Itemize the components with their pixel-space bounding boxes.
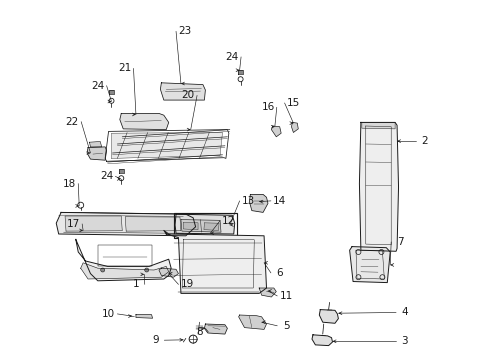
- Text: 6: 6: [276, 268, 283, 278]
- Polygon shape: [204, 324, 227, 334]
- Text: 13: 13: [241, 196, 255, 206]
- Text: 16: 16: [261, 102, 274, 112]
- Circle shape: [144, 268, 148, 272]
- Text: 8: 8: [196, 327, 203, 337]
- Text: 18: 18: [62, 179, 76, 189]
- Polygon shape: [125, 217, 181, 231]
- Polygon shape: [111, 132, 222, 158]
- Text: 24: 24: [100, 171, 113, 181]
- Polygon shape: [249, 194, 267, 212]
- Text: 9: 9: [152, 335, 159, 345]
- Text: 24: 24: [91, 81, 104, 91]
- Polygon shape: [56, 212, 195, 236]
- Polygon shape: [349, 247, 389, 283]
- Text: 5: 5: [282, 321, 289, 331]
- Circle shape: [101, 268, 104, 272]
- Text: 19: 19: [180, 279, 194, 289]
- Text: 7: 7: [396, 237, 403, 247]
- Polygon shape: [181, 220, 221, 232]
- Polygon shape: [238, 70, 243, 74]
- Text: 23: 23: [178, 26, 191, 36]
- Polygon shape: [89, 141, 102, 147]
- Text: 15: 15: [286, 98, 300, 108]
- Polygon shape: [136, 315, 152, 318]
- Text: 24: 24: [225, 52, 239, 62]
- Polygon shape: [65, 216, 122, 231]
- Text: 20: 20: [182, 90, 194, 100]
- Text: 21: 21: [118, 63, 131, 73]
- Polygon shape: [359, 122, 398, 251]
- Polygon shape: [163, 230, 266, 293]
- Polygon shape: [87, 147, 106, 160]
- Polygon shape: [238, 315, 266, 329]
- Polygon shape: [271, 126, 281, 137]
- Polygon shape: [319, 310, 338, 323]
- Polygon shape: [160, 83, 205, 100]
- Bar: [173, 213, 237, 238]
- Polygon shape: [291, 122, 298, 132]
- Text: 12: 12: [222, 216, 235, 226]
- Polygon shape: [108, 90, 114, 94]
- Polygon shape: [183, 222, 198, 230]
- Text: 3: 3: [401, 336, 407, 346]
- Text: 22: 22: [65, 117, 79, 127]
- Text: 10: 10: [102, 309, 115, 319]
- Polygon shape: [76, 239, 171, 281]
- Polygon shape: [259, 288, 276, 297]
- Polygon shape: [81, 263, 168, 279]
- Polygon shape: [203, 223, 219, 230]
- Polygon shape: [361, 122, 394, 129]
- Polygon shape: [119, 169, 123, 173]
- Text: 17: 17: [66, 219, 80, 229]
- Polygon shape: [120, 113, 168, 130]
- Polygon shape: [311, 335, 332, 346]
- Text: 4: 4: [401, 307, 407, 318]
- Polygon shape: [175, 214, 234, 234]
- Polygon shape: [159, 268, 178, 277]
- Text: 11: 11: [279, 291, 292, 301]
- Text: 1: 1: [132, 279, 139, 289]
- Text: 14: 14: [272, 196, 286, 206]
- Text: 2: 2: [420, 136, 427, 146]
